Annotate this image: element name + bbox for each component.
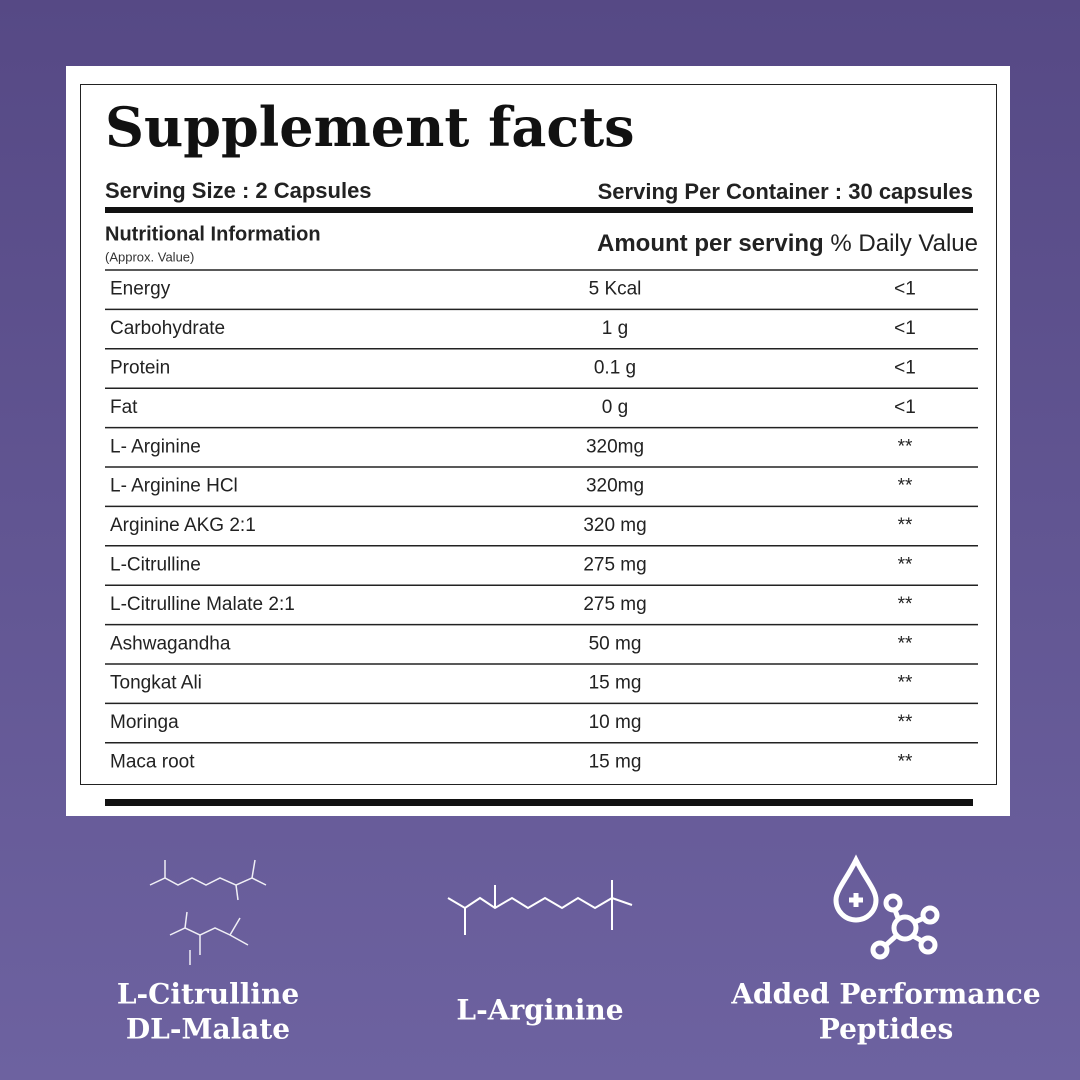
facts-panel	[66, 66, 1010, 816]
divider-bottom	[105, 799, 973, 806]
nutrient-amount: 320mg	[586, 436, 644, 457]
serving-size: Serving Size : 2 Capsules	[105, 178, 372, 203]
serving-per-container: Serving Per Container : 30 capsules	[598, 179, 973, 204]
nutrient-name: Carbohydrate	[110, 318, 225, 339]
feature-label: Added Performance	[730, 978, 1040, 1011]
arginine-icon	[447, 880, 633, 935]
nutrient-amount: 1 g	[602, 318, 628, 339]
nutrient-daily-value: <1	[894, 358, 916, 379]
nutrient-name: L- Arginine	[110, 436, 201, 457]
nutritional-information: Nutritional Information	[105, 223, 321, 245]
citrulline-icon	[149, 859, 267, 965]
nutrient-amount: 275 mg	[583, 594, 646, 615]
panel-border	[80, 84, 997, 785]
nutrient-daily-value: **	[898, 752, 913, 773]
feature-label: L-Arginine	[456, 994, 623, 1027]
nutrient-amount: 5 Kcal	[589, 279, 642, 300]
feature-label: DL-Malate	[126, 1013, 290, 1046]
nutrient-amount: 10 mg	[589, 712, 642, 733]
nutrient-daily-value: <1	[894, 279, 916, 300]
nutrient-name: Moringa	[110, 712, 179, 733]
facts-rows: Energy 5 Kcal <1 Carbohydrate 1 g <1 Protein 0.…	[105, 269, 978, 773]
nutrient-daily-value: **	[898, 436, 913, 457]
nutrient-amount: 0 g	[602, 397, 628, 418]
title: Supplement facts	[105, 95, 635, 159]
nutrient-amount: 15 mg	[589, 673, 642, 694]
nutrient-name: L-Citrulline	[110, 555, 201, 576]
nutrient-name: Maca root	[110, 752, 195, 773]
nutrient-daily-value: **	[898, 515, 913, 536]
daily-value-heading: % Daily Value	[830, 230, 978, 257]
divider-thick	[105, 207, 973, 213]
nutrient-name: Tongkat Ali	[110, 673, 202, 694]
nutrient-amount: 50 mg	[589, 633, 642, 654]
column-heads: Amount per serving % Daily Value	[597, 230, 978, 257]
nutrient-name: Arginine AKG 2:1	[110, 515, 256, 536]
nutrient-name: L-Citrulline Malate 2:1	[110, 594, 295, 615]
nutrient-amount: 320mg	[586, 476, 644, 497]
nutrient-daily-value: <1	[894, 397, 916, 418]
nutrient-name: Ashwagandha	[110, 633, 231, 654]
feature-label: L-Citrulline	[117, 978, 299, 1011]
nutrient-amount: 0.1 g	[594, 358, 636, 379]
nutrient-daily-value: **	[898, 712, 913, 733]
nutrient-daily-value: **	[898, 673, 913, 694]
nutrient-daily-value: **	[898, 594, 913, 615]
feature-label: Peptides	[819, 1013, 953, 1046]
nutrient-name: L- Arginine HCl	[110, 476, 238, 497]
nutrient-daily-value: **	[898, 633, 913, 654]
amount-heading: Amount per serving	[597, 230, 824, 257]
nutrient-amount: 15 mg	[589, 752, 642, 773]
nutrient-name: Energy	[110, 279, 171, 300]
nutrient-daily-value: **	[898, 476, 913, 497]
nutrient-daily-value: <1	[894, 318, 916, 339]
nutrient-name: Fat	[110, 397, 138, 418]
approx-note: (Approx. Value)	[105, 249, 194, 264]
nutrient-amount: 320 mg	[583, 515, 646, 536]
nutrient-daily-value: **	[898, 555, 913, 576]
peptides-icon	[833, 854, 940, 960]
nutrient-amount: 275 mg	[583, 555, 646, 576]
nutrient-name: Protein	[110, 358, 170, 379]
